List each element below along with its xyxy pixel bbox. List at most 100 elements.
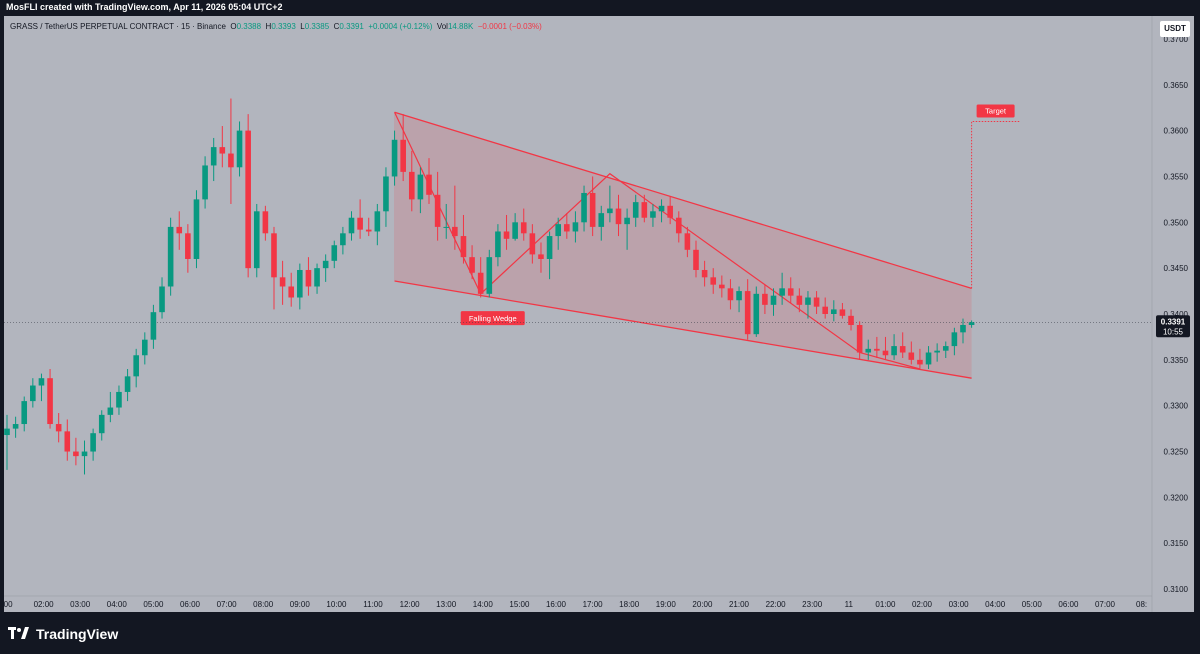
candle-body (736, 291, 742, 301)
y-tick-label: 0.3500 (1164, 218, 1189, 227)
candle (641, 194, 648, 223)
wedge-label-box (460, 311, 525, 326)
candle (21, 396, 28, 432)
x-tick-label: 11:00 (363, 600, 383, 609)
candle (90, 428, 96, 461)
x-tick-label: 07:00 (217, 600, 238, 609)
candle-body (908, 352, 915, 360)
candle (831, 300, 837, 322)
candle (546, 231, 553, 280)
candle (460, 214, 467, 264)
candle-body (469, 257, 475, 273)
candle-body (564, 224, 570, 232)
candle-body (73, 451, 79, 457)
candle-body (133, 355, 139, 377)
candle (607, 185, 613, 223)
x-tick-label: 20:00 (692, 600, 713, 609)
candle (73, 437, 79, 466)
x-tick-label: 04:00 (107, 600, 128, 609)
candle (589, 176, 596, 237)
x-tick-label: 06:00 (1058, 600, 1079, 609)
candle (47, 369, 53, 429)
candle (968, 320, 975, 328)
candle (538, 242, 544, 273)
candle (572, 211, 579, 243)
candle (960, 318, 966, 344)
candle-body (899, 346, 906, 353)
close-label: C (333, 22, 340, 31)
candle-body (245, 130, 251, 269)
candle (520, 208, 527, 241)
last-price-badge (1156, 315, 1190, 338)
y-tick-label: 0.3650 (1164, 81, 1189, 90)
last-price-value: 0.3391 (1161, 317, 1186, 326)
candle-body (340, 233, 346, 246)
candle-body (538, 254, 544, 259)
candle-body (142, 339, 148, 356)
candle-body (512, 222, 518, 239)
candle-body (365, 229, 372, 232)
candle-body (675, 217, 682, 234)
candle-body (701, 269, 708, 278)
candle (262, 205, 269, 241)
candle-body (81, 451, 88, 457)
candle (934, 343, 940, 362)
candle (632, 194, 639, 227)
x-tick-label: 14:00 (473, 600, 494, 609)
currency-button[interactable]: USDT (1160, 21, 1190, 37)
candle-body (520, 222, 527, 234)
candle-body (38, 378, 45, 386)
candle (529, 224, 536, 264)
x-tick-label: :00 (1, 600, 13, 609)
candle-body (650, 211, 656, 218)
candle (796, 288, 803, 313)
candle-body (219, 147, 226, 154)
candle-body (925, 352, 932, 365)
candle-body (236, 130, 243, 168)
candle-body (305, 269, 312, 287)
candle (12, 416, 19, 438)
candle-body (21, 401, 28, 425)
candle-body (185, 233, 191, 259)
candle (279, 260, 286, 305)
candle-body (615, 208, 622, 225)
candle-body (98, 414, 105, 434)
change-value: +0.0004 (+0.12%) (368, 22, 433, 31)
candle-body (253, 211, 260, 269)
candle (693, 240, 699, 278)
target-label-box (976, 104, 1015, 118)
wave-path (394, 112, 921, 370)
candle-body (874, 348, 880, 351)
candle-body (279, 277, 286, 287)
x-tick-label: 02:00 (912, 600, 933, 609)
candle (770, 288, 777, 316)
candle-body (891, 346, 897, 356)
price-axis-background (1152, 16, 1194, 612)
y-tick-label: 0.3100 (1164, 585, 1189, 594)
x-tick-label: 18:00 (619, 600, 640, 609)
candle (822, 297, 828, 319)
candle-body (107, 407, 114, 415)
candle-body (693, 249, 699, 270)
candle (486, 249, 493, 298)
candle-body (271, 233, 277, 278)
candle (805, 291, 811, 319)
tradingview-logo[interactable]: TradingView (8, 626, 118, 642)
candle (779, 272, 785, 305)
volume-change: −0.0001 (−0.03%) (477, 22, 542, 31)
symbol-title[interactable]: GRASS / TetherUS PERPETUAL CONTRACT · 15… (10, 22, 226, 31)
price-chart[interactable]: 0.3700 0.3650 0.3600 0.3550 0.3500 0.3450 0.34… (0, 16, 1200, 616)
candle (142, 332, 148, 365)
candle (813, 291, 820, 314)
candle-body (150, 312, 157, 340)
candle-body (408, 171, 415, 200)
creator-caption: MosFLI created with TradingView.com, Apr… (6, 2, 283, 12)
candle (288, 272, 295, 307)
candle-body (210, 147, 217, 166)
candle-body (55, 424, 62, 432)
candle-body (322, 260, 329, 269)
candle (133, 348, 139, 388)
candle (417, 167, 424, 214)
candle (357, 199, 363, 239)
x-tick-label: 08: (1136, 600, 1147, 609)
